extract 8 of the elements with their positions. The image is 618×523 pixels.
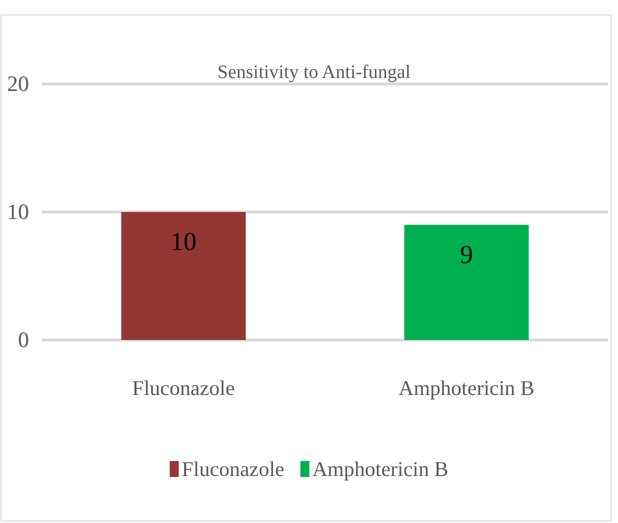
legend-label: Fluconazole: [182, 457, 284, 481]
data-label: 10: [170, 227, 196, 256]
legend-label: Amphotericin B: [312, 457, 448, 481]
y-tick-label: 20: [7, 71, 29, 96]
data-label: 9: [460, 240, 473, 269]
y-tick-label: 10: [7, 199, 29, 224]
chart-title: Sensitivity to Anti-fungal: [217, 62, 411, 83]
y-tick-label: 0: [18, 327, 29, 352]
